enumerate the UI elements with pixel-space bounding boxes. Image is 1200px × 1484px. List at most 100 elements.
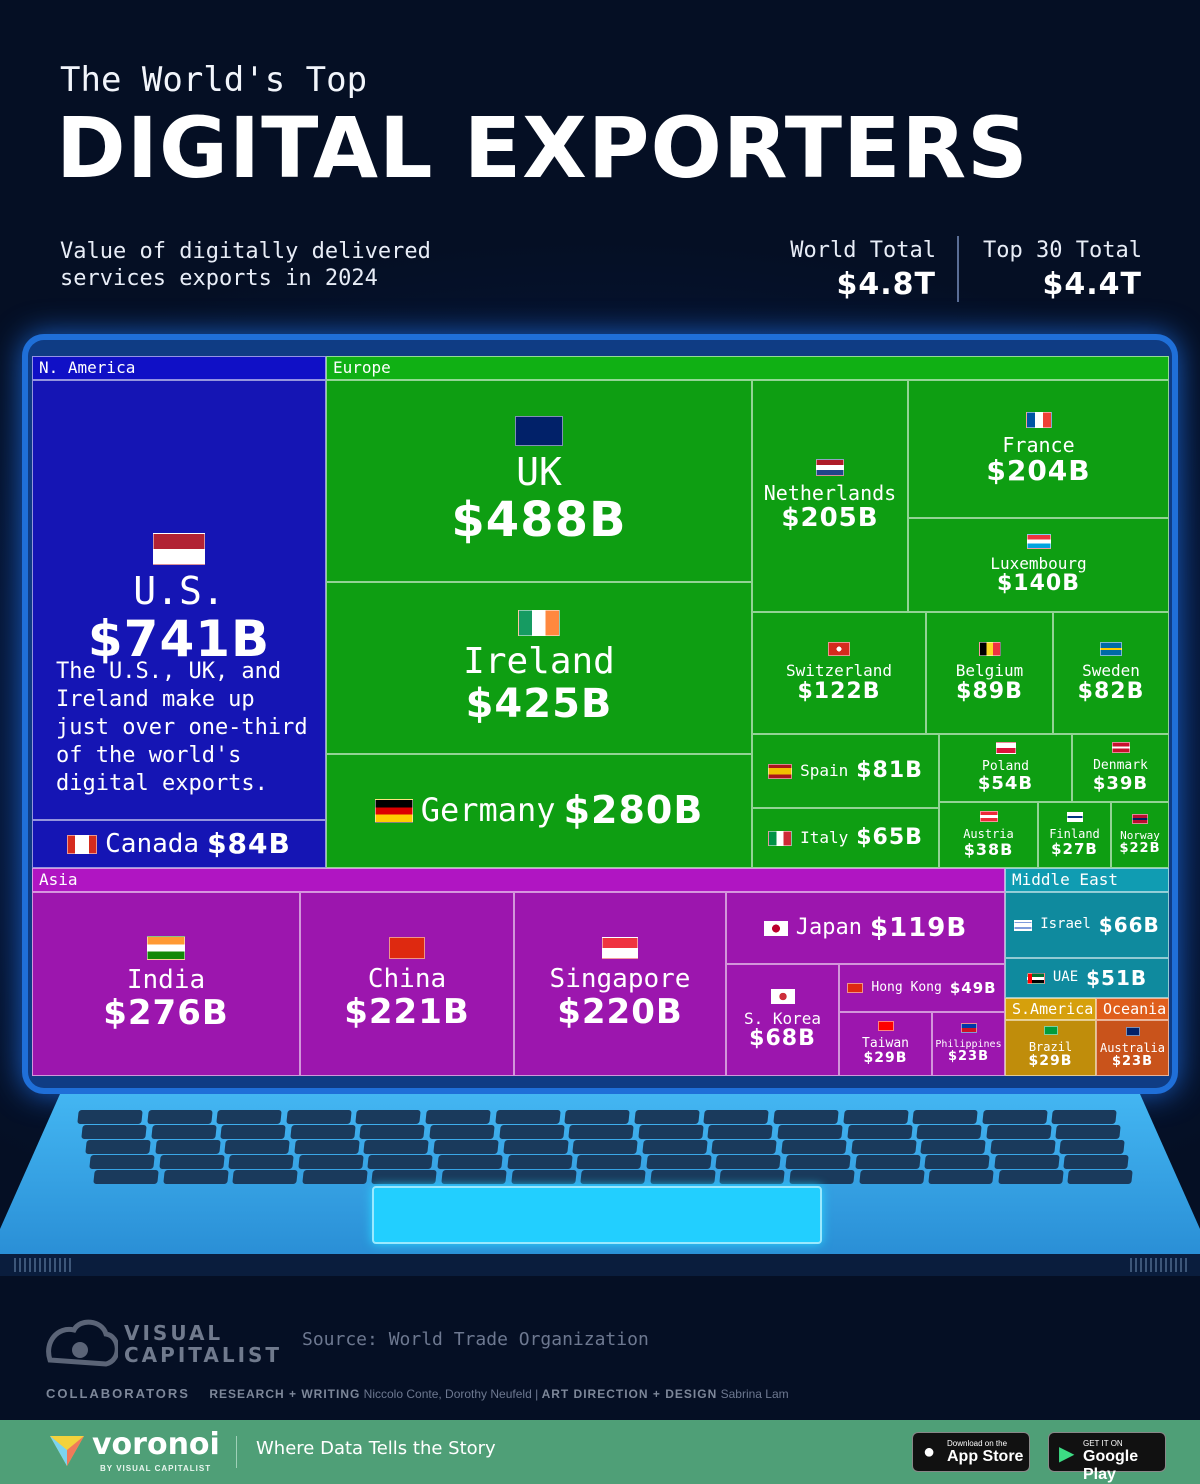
- keyboard-key: [162, 1170, 228, 1184]
- country-name: Spain: [800, 761, 849, 781]
- country-value: $119B: [870, 912, 968, 943]
- keyboard-key: [777, 1125, 843, 1139]
- flag-denmark-icon: [1111, 742, 1130, 754]
- country-value: $425B: [465, 680, 613, 727]
- tile-content: Netherlands $205B: [753, 381, 907, 611]
- flag-norway-icon: [1132, 813, 1148, 824]
- tile-germany: Germany $280B: [326, 754, 752, 868]
- tile-content: Spain $81B: [753, 735, 938, 807]
- country-value: $54B: [977, 773, 1034, 795]
- tile-content: Poland $54B: [940, 735, 1071, 801]
- keyboard-key: [912, 1110, 978, 1124]
- flag-austria-icon: [979, 811, 998, 823]
- top30-total: Top 30 Total $4.4T: [970, 238, 1142, 302]
- country-value: $140B: [997, 571, 1080, 597]
- google-play-button[interactable]: ▶ GET IT ON Google Play: [1048, 1432, 1166, 1483]
- keyboard-key: [506, 1155, 572, 1169]
- keyboard-key: [224, 1140, 290, 1154]
- tile-content: Israel $66B: [1006, 893, 1168, 957]
- country-value: $221B: [344, 991, 470, 1032]
- keyboard-key: [568, 1125, 634, 1139]
- tile-content: France $204B: [909, 381, 1168, 517]
- tile-content: U.S. $741B: [33, 381, 325, 819]
- tile-sweden: Sweden $82B: [1053, 612, 1169, 734]
- tile-content: Canada $84B: [33, 821, 325, 867]
- keyboard-key: [986, 1125, 1052, 1139]
- research-names: Niccolo Conte, Dorothy Neufeld: [363, 1387, 532, 1401]
- flag-s-korea-icon: [770, 988, 795, 1004]
- keyboard-key: [371, 1170, 437, 1184]
- region-label-n-america: N. America: [32, 356, 326, 380]
- footer-tagline: Where Data Tells the Story: [256, 1438, 496, 1459]
- flag-uae-icon: [1026, 972, 1045, 984]
- tile-hong-kong: Hong Kong $49B: [839, 964, 1005, 1012]
- country-value: $89B: [956, 678, 1023, 704]
- trackpad: [372, 1186, 822, 1244]
- visual-capitalist-logo-icon: [46, 1319, 118, 1367]
- country-value: $27B: [1051, 840, 1098, 859]
- flag-spain-icon: [768, 763, 793, 779]
- keyboard-key: [920, 1140, 986, 1154]
- google-play-small-label: GET IT ON: [1083, 1439, 1123, 1448]
- keyboard-key: [154, 1140, 220, 1154]
- tile-singapore: Singapore $220B: [514, 892, 726, 1076]
- country-name: Japan: [795, 914, 863, 940]
- tile-content: Ireland $425B: [327, 583, 751, 753]
- keyboard-key: [359, 1125, 425, 1139]
- app-store-button[interactable]: ● Download on the App Store: [912, 1432, 1030, 1472]
- flag-u-s-icon: [153, 532, 205, 565]
- keyboard-key: [850, 1140, 916, 1154]
- country-name: UK: [516, 449, 562, 494]
- treemap: N. America Europe Asia Middle East S.America…: [32, 356, 1169, 1076]
- tile-canada: Canada $84B: [32, 820, 326, 868]
- totals-divider: [957, 236, 959, 302]
- country-name: Taiwan: [862, 1036, 909, 1052]
- keyboard-key: [711, 1140, 777, 1154]
- country-value: $39B: [1092, 772, 1149, 794]
- country-name: Luxembourg: [990, 553, 1087, 573]
- country-name: Hong Kong: [871, 979, 942, 995]
- tile-israel: Israel $66B: [1005, 892, 1169, 958]
- flag-uk-icon: [515, 415, 563, 446]
- keyboard-key: [1055, 1125, 1121, 1139]
- tile-switzerland: Switzerland $122B: [752, 612, 926, 734]
- tile-content: Brazil $29B: [1006, 1021, 1095, 1075]
- keyboard-key: [924, 1155, 990, 1169]
- keyboard-key: [150, 1125, 216, 1139]
- voronoi-byline: BY VISUAL CAPITALIST: [100, 1464, 212, 1473]
- country-value: $68B: [749, 1026, 816, 1052]
- tile-content: India $276B: [33, 893, 299, 1075]
- keyboard-key: [646, 1155, 712, 1169]
- keyboard-key: [290, 1125, 356, 1139]
- tile-austria: Austria $38B: [939, 802, 1038, 868]
- tile-u-s: U.S. $741B: [32, 380, 326, 820]
- tile-norway: Norway $22B: [1111, 802, 1169, 868]
- country-name: France: [1002, 432, 1075, 457]
- country-name: Singapore: [549, 964, 691, 994]
- region-label-asia: Asia: [32, 868, 1005, 892]
- footer-divider: [236, 1436, 237, 1468]
- top30-total-label: Top 30 Total: [983, 238, 1142, 263]
- keyboard-key: [228, 1155, 294, 1169]
- tile-content: Philippines $23B: [933, 1013, 1004, 1075]
- app-store-small-label: Download on the: [947, 1439, 1008, 1448]
- keyboard-key: [437, 1155, 503, 1169]
- tile-content: Switzerland $122B: [753, 613, 925, 733]
- country-value: $122B: [797, 678, 881, 704]
- flag-france-icon: [1025, 411, 1052, 428]
- annotation-note: The U.S., UK, and Ireland make up just o…: [56, 659, 308, 796]
- keyboard-key: [1063, 1155, 1129, 1169]
- keyboard-key: [302, 1170, 368, 1184]
- country-value: $280B: [563, 788, 704, 833]
- flag-japan-icon: [763, 920, 788, 936]
- country-value: $23B: [947, 1049, 990, 1065]
- keyboard-key: [638, 1125, 704, 1139]
- country-value: $23B: [1111, 1053, 1154, 1069]
- flag-finland-icon: [1066, 812, 1083, 823]
- country-name: Sweden: [1082, 661, 1140, 681]
- vent: [14, 1258, 74, 1272]
- flag-singapore-icon: [602, 937, 638, 959]
- flag-luxembourg-icon: [1026, 533, 1051, 549]
- flag-netherlands-icon: [816, 459, 844, 477]
- tile-uae: UAE $51B: [1005, 958, 1169, 998]
